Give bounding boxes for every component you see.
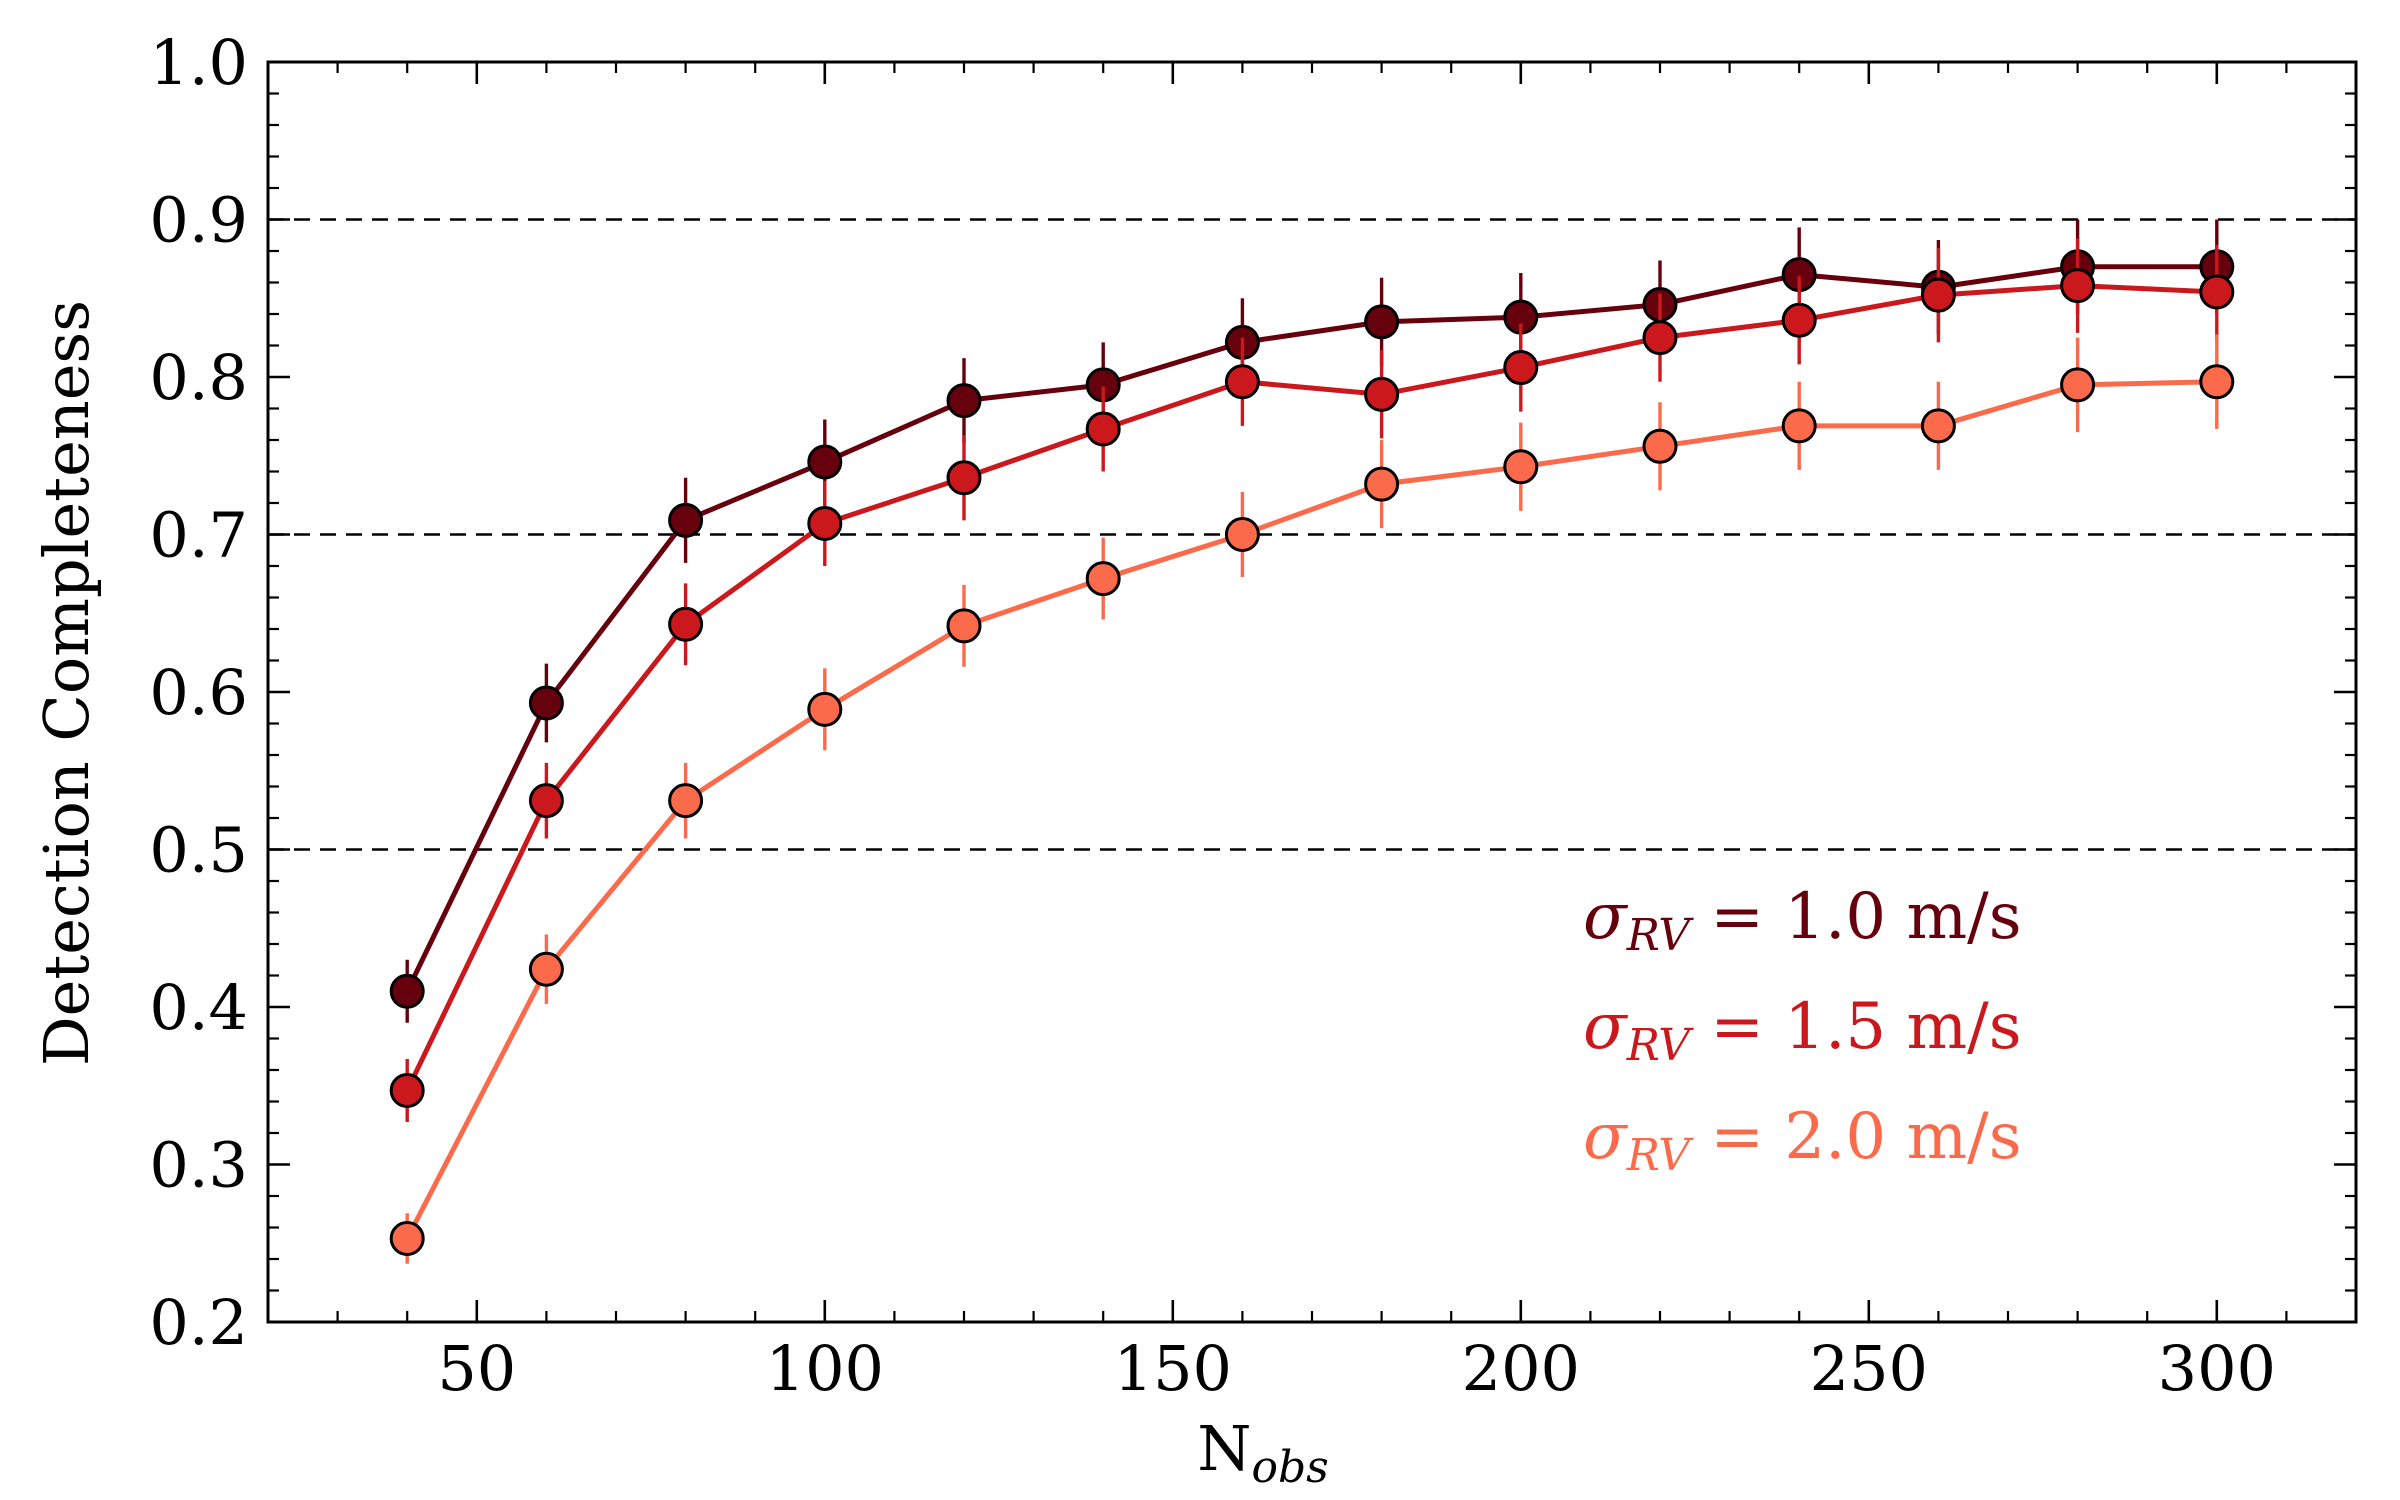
series-line (404, 379, 2217, 1240)
series-line (404, 264, 2217, 993)
series-1 (389, 238, 2235, 1122)
y-tick-label: 0.9 (149, 184, 248, 257)
data-point (2199, 364, 2235, 400)
y-axis-label: Detection Completeness (30, 300, 103, 1066)
data-point (1085, 411, 1121, 447)
data-point (528, 783, 564, 819)
data-point (389, 973, 425, 1009)
x-tick-label: 300 (2158, 1332, 2276, 1405)
x-axis-label-main: N (1197, 1412, 1251, 1485)
x-tick-label: 200 (1462, 1332, 1580, 1405)
x-axis-label-subscript: obs (1252, 1442, 1329, 1493)
data-point (1224, 364, 1260, 400)
legend-entry-0: σRV = 1.0 m/s (1583, 880, 2022, 961)
y-tick-label: 0.6 (149, 656, 248, 729)
x-tick-label: 50 (437, 1332, 516, 1405)
x-axis-label: Nobs (1197, 1412, 1329, 1493)
data-point (1224, 517, 1260, 552)
reference-lines (268, 218, 2356, 851)
series-line (404, 283, 2217, 1092)
data-point (389, 1072, 425, 1108)
y-tick-label: 0.4 (149, 971, 248, 1044)
data-point (1642, 428, 1678, 464)
legend-sigma: σ (1583, 990, 1629, 1064)
legend-entry-2: σRV = 2.0 m/s (1583, 1100, 2022, 1181)
plot-frame (266, 60, 2358, 1324)
data-point (1642, 320, 1678, 356)
legend-value: = 1.5 m/s (1690, 990, 2022, 1064)
y-tick-label: 0.3 (149, 1129, 248, 1202)
legend-subscript: RV (1626, 1020, 1695, 1071)
legend-sigma: σ (1583, 1100, 1629, 1174)
data-point (1364, 376, 1400, 412)
data-point (668, 783, 704, 819)
data-point (1364, 466, 1400, 502)
series-2 (389, 334, 2235, 1264)
data-point (668, 606, 704, 642)
legend-sigma: σ (1583, 880, 1629, 954)
legend-value: = 2.0 m/s (1690, 1100, 2022, 1174)
data-point (528, 685, 564, 721)
data-point (668, 502, 704, 538)
data-point (1503, 449, 1539, 485)
x-tick-label: 150 (1114, 1332, 1232, 1405)
data-point (2060, 268, 2096, 304)
data-point (946, 608, 982, 644)
data-point (807, 691, 843, 727)
data-point (1364, 304, 1400, 340)
y-tick-label: 0.7 (149, 499, 248, 572)
data-point (1781, 302, 1817, 338)
data-series (389, 219, 2235, 1264)
legend-entry-1: σRV = 1.5 m/s (1583, 990, 2022, 1071)
data-point (1781, 408, 1817, 444)
data-point (1503, 350, 1539, 386)
data-point (807, 505, 843, 541)
legend-subscript: RV (1626, 1130, 1695, 1181)
legend-subscript: RV (1626, 910, 1695, 961)
y-tick-label: 0.5 (149, 814, 248, 887)
y-tick-label: 1.0 (149, 26, 248, 99)
data-point (1920, 277, 1956, 313)
data-point (946, 383, 982, 419)
data-point (946, 460, 982, 496)
data-point (389, 1221, 425, 1257)
data-point (1920, 408, 1956, 444)
y-tick-label: 0.8 (149, 341, 248, 414)
x-tick-label: 100 (766, 1332, 884, 1405)
series-0 (389, 219, 2235, 1023)
data-point (2199, 274, 2235, 310)
legend-value: = 1.0 m/s (1690, 880, 2022, 954)
data-point (528, 951, 564, 987)
y-tick-label: 0.2 (149, 1286, 248, 1359)
data-point (2060, 367, 2096, 403)
x-tick-label: 250 (1810, 1332, 1928, 1405)
axes: 50 100 150 200 250 300 0.2 0.3 0.4 0.5 0.6 0.7 0.8 0.… (149, 26, 2358, 1405)
data-point (1085, 561, 1121, 597)
data-point (807, 444, 843, 480)
